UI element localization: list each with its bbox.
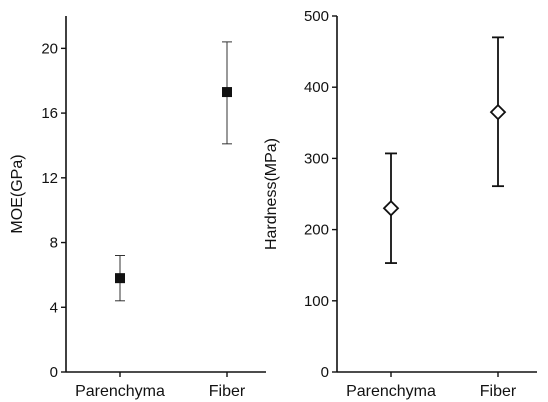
- hardness-y-tick-label: 200: [304, 222, 329, 239]
- hardness-category-label: Parenchyma: [346, 383, 436, 400]
- moe-category-label: Parenchyma: [75, 383, 165, 400]
- moe-data-point: [222, 87, 232, 98]
- moe-y-tick-label: 16: [41, 105, 58, 122]
- hardness-data-point: [489, 103, 507, 121]
- hardness-panel: 0 100 200 300 400 500 Parenchyma Fiber Hardness(…: [263, 8, 537, 400]
- moe-y-tick-label: 0: [50, 364, 58, 381]
- moe-data-point: [115, 273, 125, 284]
- moe-y-tick-label: 12: [41, 170, 58, 187]
- moe-y-tick-label: 20: [41, 40, 58, 57]
- moe-panel: 0 4 8 12 16 20 Parenchyma Fiber MOE(GPa): [9, 16, 266, 400]
- hardness-y-axis-title: Hardness(MPa): [263, 138, 280, 250]
- moe-y-tick-label: 4: [50, 299, 58, 316]
- moe-y-axis-title: MOE(GPa): [9, 154, 26, 233]
- moe-y-tick-label: 8: [50, 235, 58, 252]
- hardness-y-tick-label: 500: [304, 8, 329, 25]
- hardness-y-tick-label: 0: [321, 364, 329, 381]
- hardness-category-label: Fiber: [480, 383, 517, 400]
- moe-category-label: Fiber: [209, 383, 246, 400]
- hardness-y-tick-label: 400: [304, 79, 329, 96]
- hardness-y-tick-label: 300: [304, 150, 329, 167]
- hardness-y-tick-label: 100: [304, 293, 329, 310]
- hardness-data-point: [382, 199, 400, 217]
